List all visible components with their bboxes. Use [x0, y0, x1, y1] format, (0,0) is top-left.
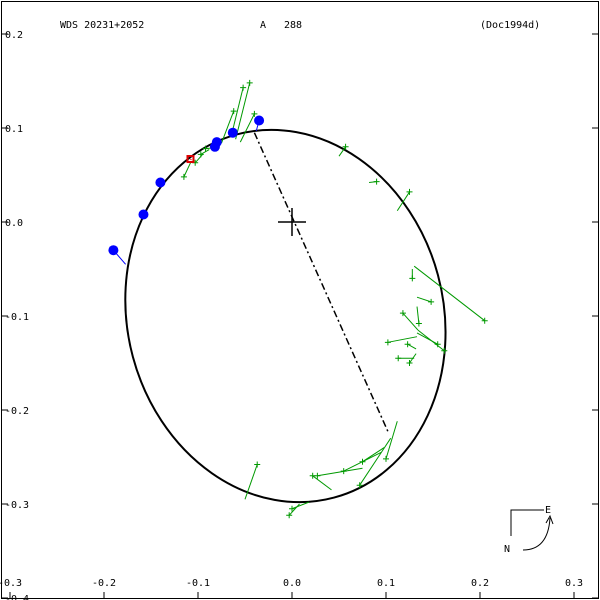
residual-line — [291, 501, 310, 510]
residual-line — [194, 153, 204, 164]
x-tick-label: 0.2 — [471, 578, 489, 589]
x-tick-label: 0.3 — [565, 578, 583, 589]
residual-line — [239, 113, 255, 143]
y-tick-label: 0.0 — [5, 218, 23, 229]
micrometer-point — [356, 482, 363, 489]
line-of-nodes — [253, 132, 390, 434]
compass: E N — [504, 505, 554, 555]
compass-arrow-head — [545, 514, 554, 525]
micrometer-point — [399, 310, 406, 317]
reference-label: (Doc1994d) — [480, 20, 540, 31]
x-tick-label: 0.1 — [377, 578, 395, 589]
residual-line — [407, 343, 417, 350]
compass-east-arm — [510, 509, 544, 536]
micrometer-point — [202, 145, 209, 152]
micrometer-point — [404, 341, 411, 348]
micrometer-point — [289, 505, 295, 512]
residual-line — [413, 265, 486, 322]
residual-line — [416, 332, 438, 345]
y-tick-label: -0.4 — [5, 594, 29, 600]
residual-line — [200, 149, 210, 155]
residual-line — [288, 503, 300, 516]
residual-line — [416, 296, 432, 303]
speckle-point — [108, 245, 119, 256]
y-tick-label: 0.1 — [5, 124, 23, 135]
speckle-point — [254, 115, 265, 126]
micrometer-point — [359, 458, 366, 465]
micrometer-point — [251, 110, 258, 117]
residual-line — [385, 421, 398, 460]
micrometer-point — [240, 84, 247, 91]
micrometer-point — [395, 355, 402, 362]
micrometer-point — [254, 461, 261, 468]
micrometer-point — [428, 298, 435, 305]
marker-layer — [108, 79, 488, 519]
y-tick-label: -0.2 — [5, 406, 29, 417]
residual-line — [183, 162, 191, 178]
residual-layer — [113, 82, 486, 516]
micrometer-point — [342, 143, 349, 150]
system-label: WDS 20231+2052 — [60, 20, 144, 31]
micrometer-point — [415, 320, 422, 327]
micrometer-point — [434, 341, 441, 348]
micrometer-point — [383, 455, 389, 462]
micrometer-point — [340, 468, 347, 475]
compass-rotation-arrow — [522, 517, 551, 551]
micrometer-point — [373, 178, 380, 185]
speckle-point — [227, 127, 238, 138]
position-angle-label: 288 — [284, 20, 302, 31]
axes: 0.3 0.2 0.1 0.0 -0.1 -0.2 -0.3 -0.4 -0.3 -0.2 -0.1… — [0, 30, 598, 600]
residual-line — [244, 464, 258, 500]
micrometer-point — [180, 173, 187, 180]
micrometer-point — [406, 360, 413, 366]
x-tick-label: -0.2 — [92, 578, 116, 589]
residual-line — [190, 158, 192, 161]
compass-north-label: N — [504, 544, 510, 555]
micrometer-point — [286, 512, 293, 519]
residual-line — [221, 110, 235, 144]
component-label: A — [260, 20, 266, 31]
micrometer-point — [481, 317, 488, 324]
residual-line — [402, 312, 419, 331]
y-tick-label: -0.3 — [5, 500, 29, 511]
residual-line — [359, 437, 392, 486]
residual-line — [387, 336, 418, 343]
residual-line — [338, 146, 346, 157]
compass-east-label: E — [545, 505, 551, 516]
y-tick-label: 0.2 — [5, 30, 23, 41]
orbit-ellipse — [124, 128, 447, 504]
micrometer-point — [409, 275, 416, 282]
residual-line — [317, 467, 363, 477]
y-tick-label: -0.1 — [5, 312, 29, 323]
x-tick-label: -0.1 — [186, 578, 210, 589]
residual-line — [409, 353, 417, 364]
orbit-layer — [124, 128, 447, 504]
micrometer-point — [384, 339, 391, 346]
x-tick-label: -0.3 — [0, 578, 22, 589]
speckle-point — [138, 209, 149, 220]
micrometer-point — [230, 108, 237, 115]
residual-line — [312, 475, 332, 491]
residual-line — [396, 191, 410, 211]
speckle-point — [155, 177, 166, 188]
micrometer-point — [246, 79, 253, 86]
x-tick-label: 0.0 — [283, 578, 301, 589]
micrometer-point — [197, 151, 204, 158]
speckle-point — [211, 137, 222, 148]
micrometer-point — [441, 347, 448, 354]
micrometer-point — [309, 472, 316, 479]
interferometry-point — [186, 155, 195, 164]
residual-line — [235, 82, 251, 140]
micrometer-point — [406, 188, 413, 195]
